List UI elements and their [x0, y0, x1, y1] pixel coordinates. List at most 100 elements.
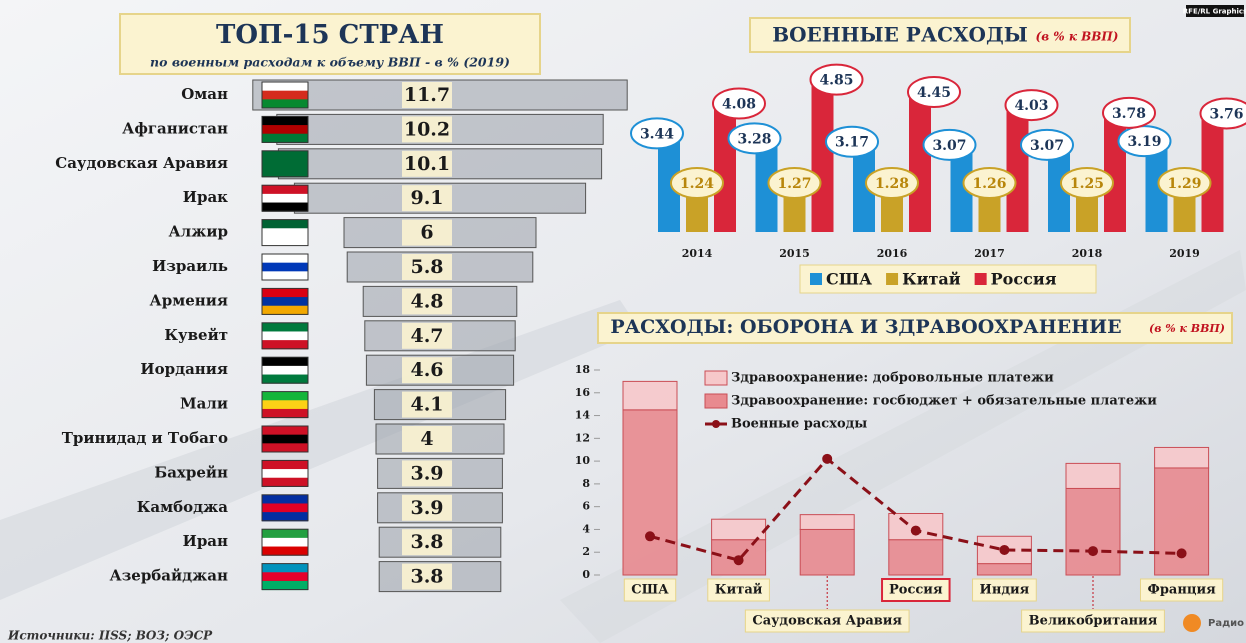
value-label: 4.08: [722, 97, 756, 113]
flag-stripe: [262, 572, 308, 581]
legend-swatch: [705, 394, 727, 408]
flag-stripe: [262, 478, 308, 487]
flag-stripe: [262, 564, 308, 573]
logo-text: Радио Свобода: [1208, 617, 1246, 629]
value-label: 3.9: [410, 497, 443, 519]
value-label: 3.78: [1112, 106, 1146, 122]
category-label: Азербайджан: [109, 567, 228, 585]
y-tick-label: 12: [575, 431, 590, 444]
y-tick-label: 2: [582, 545, 590, 558]
value-label: 3.07: [932, 138, 966, 154]
value-label: 10.1: [404, 153, 450, 175]
value-label: 3.8: [410, 531, 443, 553]
flag-stripe: [262, 581, 308, 590]
x-tick-label: 2016: [877, 247, 908, 260]
x-tick-label: 2017: [974, 247, 1005, 260]
category-label: Израиль: [152, 257, 228, 275]
flag-stripe: [262, 185, 308, 194]
legend-point: [712, 420, 720, 428]
x-tick-label: Россия: [889, 583, 943, 598]
line-point: [1177, 548, 1187, 558]
line-point: [911, 526, 921, 536]
value-label: 3.44: [640, 126, 674, 142]
category-label: Армения: [150, 291, 228, 309]
flag-stripe: [262, 443, 308, 452]
x-tick-label: Индия: [980, 583, 1030, 598]
value-label: 1.29: [1167, 176, 1201, 192]
flag-stripe: [262, 366, 308, 375]
value-label: 5.8: [410, 256, 443, 278]
flag-stripe: [262, 435, 308, 444]
value-label: 1.25: [1070, 176, 1104, 192]
flag-stripe: [262, 194, 308, 203]
line-point: [1088, 546, 1098, 556]
bar-segment: [1155, 468, 1209, 575]
value-label: 3.07: [1030, 138, 1064, 154]
flag-stripe: [262, 159, 308, 168]
flag-stripe: [262, 297, 308, 306]
flag-stripe: [262, 469, 308, 478]
flag-stripe: [262, 306, 308, 315]
legend-label: Китай: [902, 270, 961, 289]
value-label: 4.85: [819, 73, 853, 89]
flag-stripe: [262, 151, 308, 160]
y-tick-label: 0: [582, 568, 590, 581]
bar-segment: [623, 410, 677, 575]
flag-stripe: [262, 426, 308, 435]
flag-stripe: [262, 116, 308, 125]
line-point: [645, 531, 655, 541]
category-label: Мали: [180, 395, 228, 413]
flag-stripe: [262, 220, 308, 229]
bar: [1007, 107, 1029, 232]
value-label: 3.8: [410, 566, 443, 588]
flag-stripe: [262, 203, 308, 212]
value-label: 3.28: [737, 131, 771, 147]
page: {"chart_data": [ {"type": "hbar", "title…: [0, 0, 1246, 643]
value-label: 1.26: [972, 176, 1006, 192]
category-label: Бахрейн: [154, 463, 228, 481]
infographic: RFE/RL Graphics Источники: IISS; ВОЗ; ОЭ…: [0, 0, 1246, 643]
bar-segment: [1066, 488, 1120, 575]
flag-stripe: [262, 125, 308, 134]
bar: [686, 194, 708, 232]
legend-label: Военные расходы: [731, 417, 867, 432]
bar-segment: [623, 381, 677, 409]
value-label: 4.45: [917, 85, 951, 101]
chart-subtitle: по военным расходам к объему ВВП - в % (…: [150, 55, 510, 70]
flag-stripe: [262, 288, 308, 297]
legend-label: Россия: [991, 270, 1057, 289]
bar-segment: [800, 529, 854, 575]
bar: [714, 106, 736, 232]
line-point: [734, 555, 744, 565]
value-label: 4.03: [1014, 98, 1048, 114]
source: Источники: IISS; ВОЗ; ОЭСР: [7, 629, 213, 643]
value-label: 4: [420, 428, 433, 450]
y-tick-label: 18: [575, 363, 591, 376]
chart-title: ВОЕННЫЕ РАСХОДЫ: [772, 23, 1028, 47]
x-tick-label: Саудовская Аравия: [752, 614, 902, 629]
category-label: Тринидад и Тобаго: [62, 429, 228, 447]
category-label: Оман: [181, 85, 228, 103]
flag-stripe: [262, 357, 308, 366]
category-label: Кувейт: [164, 326, 228, 344]
flag-stripe: [262, 82, 308, 91]
category-label: Камбоджа: [137, 498, 229, 516]
flag-stripe: [262, 547, 308, 556]
flag-stripe: [262, 495, 308, 504]
x-tick-label: Великобритания: [1029, 614, 1158, 629]
flag-stripe: [262, 503, 308, 512]
x-tick-label: Китай: [715, 583, 763, 598]
flag-stripe: [262, 99, 308, 108]
value-label: 4.1: [410, 394, 443, 416]
category-label: Иордания: [140, 360, 228, 378]
x-tick-label: США: [631, 583, 669, 598]
x-tick-label: Франция: [1147, 583, 1216, 598]
category-label: Алжир: [168, 223, 228, 241]
value-label: 1.24: [680, 176, 714, 192]
legend-swatch: [975, 273, 987, 285]
flag-stripe: [262, 460, 308, 469]
bar-segment: [889, 540, 943, 575]
value-label: 11.7: [404, 84, 450, 106]
logo-mark: [1183, 614, 1201, 632]
value-label: 3.17: [835, 135, 869, 151]
